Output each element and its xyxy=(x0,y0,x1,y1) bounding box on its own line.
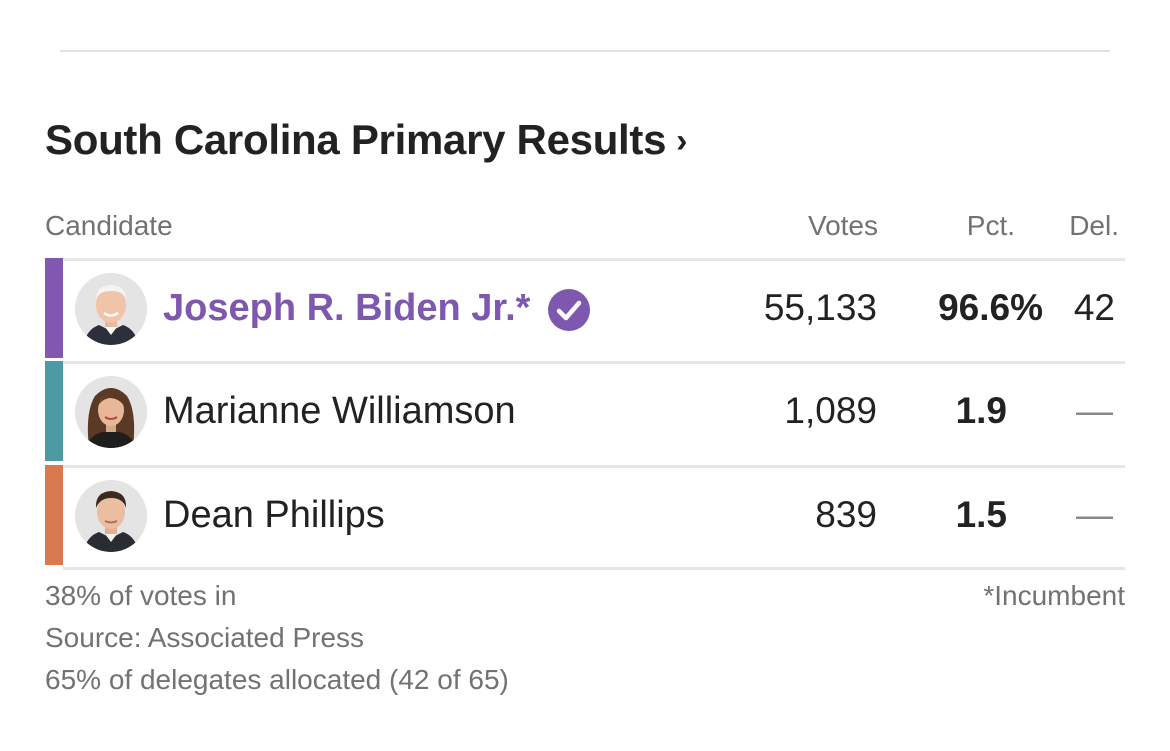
candidate-votes: 55,133 xyxy=(763,287,877,328)
source-note: Source: Associated Press xyxy=(45,622,365,653)
candidate-pct: 96.6% xyxy=(938,287,1043,328)
column-header-candidate: Candidate xyxy=(45,210,173,241)
candidate-delegates: — xyxy=(1076,390,1113,431)
candidate-name: Marianne Williamson xyxy=(163,390,516,432)
avatar xyxy=(75,480,147,552)
table-bottom-divider xyxy=(63,567,1125,570)
incumbent-note: *Incumbent xyxy=(983,580,1125,611)
candidate-color-bar xyxy=(45,465,63,565)
avatar xyxy=(75,273,147,345)
reporting-status: 38% of votes in xyxy=(45,580,237,611)
williamson-photo-icon xyxy=(75,376,147,448)
column-header-votes: Votes xyxy=(807,210,878,241)
candidate-name: Dean Phillips xyxy=(163,494,385,536)
page-title: South Carolina Primary Results xyxy=(45,116,667,163)
biden-photo-icon xyxy=(75,273,147,345)
candidate-delegates: — xyxy=(1076,494,1113,535)
candidate-color-bar xyxy=(45,361,63,461)
row-divider xyxy=(63,361,1125,364)
chevron-right-icon: › xyxy=(676,122,688,160)
column-header-del: Del. xyxy=(1069,210,1119,241)
top-divider xyxy=(60,50,1110,52)
phillips-photo-icon xyxy=(75,480,147,552)
candidate-votes: 839 xyxy=(815,494,877,535)
results-title-link[interactable]: South Carolina Primary Results › xyxy=(45,112,688,168)
candidate-votes: 1,089 xyxy=(784,390,877,431)
candidate-color-bar xyxy=(45,258,63,358)
candidate-delegates: 42 xyxy=(1073,287,1115,328)
row-divider xyxy=(63,258,1125,261)
candidate-pct: 1.5 xyxy=(955,494,1007,535)
winner-check-icon xyxy=(547,288,591,332)
column-header-pct: Pct. xyxy=(966,210,1015,241)
row-divider xyxy=(63,465,1125,468)
avatar xyxy=(75,376,147,448)
table-row: Joseph R. Biden Jr.* 55,133 96.6% 42 xyxy=(45,258,1125,358)
table-row: Marianne Williamson 1,089 1.9 — xyxy=(45,361,1125,461)
table-row: Dean Phillips 839 1.5 — xyxy=(45,465,1125,565)
delegates-allocated-note: 65% of delegates allocated (42 of 65) xyxy=(45,664,509,695)
candidate-pct: 1.9 xyxy=(955,390,1007,431)
candidate-name: Joseph R. Biden Jr.* xyxy=(163,287,531,329)
